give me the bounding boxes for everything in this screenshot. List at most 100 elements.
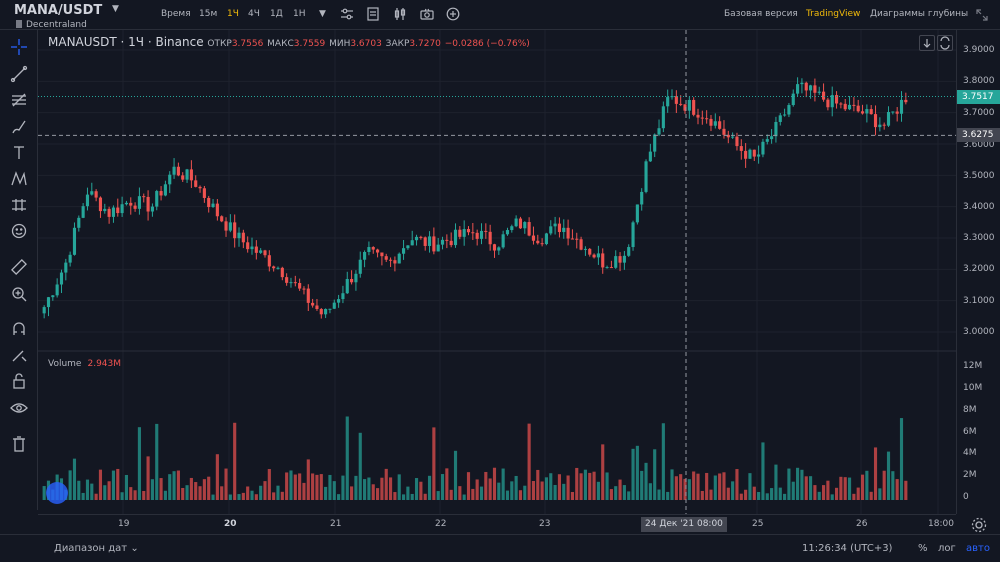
timeframe-more-icon[interactable]: ▼	[319, 9, 326, 19]
indicators-icon[interactable]	[366, 7, 380, 21]
symbol-dropdown-icon[interactable]: ▼	[112, 4, 119, 14]
volume-bar	[228, 494, 232, 500]
trash-icon[interactable]	[10, 435, 28, 453]
candle-body	[804, 82, 808, 91]
refresh-icon[interactable]	[937, 35, 953, 51]
timeframe-1d[interactable]: 1Д	[270, 9, 283, 19]
candle-body	[860, 111, 865, 114]
percent-scale-toggle[interactable]: %	[918, 543, 928, 554]
timeframe-15m[interactable]: 15м	[199, 9, 218, 19]
volume-bar	[748, 473, 752, 500]
timeframe-1h[interactable]: 1Ч	[227, 9, 239, 19]
zoom-in-icon[interactable]	[10, 285, 28, 303]
low-label: МИН	[329, 39, 351, 49]
volume-bar	[588, 472, 592, 500]
candle-body	[856, 105, 860, 112]
add-icon[interactable]	[446, 7, 460, 21]
volume-bar	[224, 468, 228, 500]
scroll-down-icon[interactable]	[919, 35, 935, 51]
volume-bar	[289, 470, 293, 500]
depth-chart-link[interactable]: Диаграммы глубины	[870, 9, 969, 19]
candle-body	[111, 207, 116, 217]
time-axis[interactable]: 19 20 21 22 23 25 26 18:00 24 Дек '21 08…	[38, 514, 956, 534]
volume-bar	[830, 494, 834, 500]
candle-body	[899, 99, 904, 114]
candle-body	[220, 216, 224, 222]
volume-bar	[614, 486, 618, 500]
volume-bar	[527, 423, 531, 500]
candle-body	[583, 248, 587, 250]
volume-bar	[384, 468, 388, 500]
volume-bar	[94, 493, 98, 500]
log-scale-toggle[interactable]: лог	[938, 543, 956, 554]
candle-body	[315, 305, 319, 310]
eye-icon[interactable]	[10, 399, 28, 417]
volume-bar	[393, 492, 397, 500]
volume-bar	[873, 447, 878, 500]
pattern-icon[interactable]	[10, 170, 28, 188]
fib-retracement-icon[interactable]	[10, 91, 28, 109]
fullscreen-icon[interactable]	[975, 8, 989, 22]
time-tick: 26	[856, 519, 868, 529]
volume-bar	[700, 490, 704, 500]
date-range-button[interactable]: Диапазон дат ⌄	[54, 543, 139, 554]
volume-bar	[198, 486, 202, 500]
settings-sliders-icon[interactable]	[340, 7, 354, 21]
timeframe-1w[interactable]: 1Н	[293, 9, 306, 19]
volume-bar	[899, 418, 904, 500]
time-tick: 25	[752, 519, 764, 529]
candle-type-icon[interactable]	[393, 7, 407, 21]
candle-body	[311, 302, 315, 306]
ruler-icon[interactable]	[10, 258, 28, 276]
volume-bar	[761, 442, 765, 500]
symbol-name[interactable]: MANA/USDT	[14, 3, 103, 18]
candle-body	[302, 288, 306, 290]
candle-body	[246, 242, 250, 250]
high-label: МАКС	[267, 39, 294, 49]
volume-bar	[605, 472, 609, 500]
camera-icon[interactable]	[420, 7, 434, 21]
prediction-icon[interactable]	[10, 196, 28, 214]
text-tool-icon[interactable]	[10, 144, 28, 162]
auto-scale-toggle[interactable]: авто	[966, 543, 990, 554]
volume-bar	[696, 473, 700, 500]
lock-drawing-icon[interactable]	[10, 346, 28, 364]
candlestick-plot[interactable]	[38, 30, 956, 514]
timeframe-4h[interactable]: 4Ч	[248, 9, 260, 19]
volume-bar	[107, 481, 111, 500]
candle-body	[384, 256, 388, 260]
time-tick: 23	[539, 519, 551, 529]
volume-bar	[566, 475, 570, 500]
candle-body	[869, 109, 873, 115]
candle-body	[510, 226, 514, 231]
crosshair-icon[interactable]	[10, 38, 28, 56]
smiley-icon[interactable]	[10, 222, 28, 240]
axis-settings-icon[interactable]	[970, 516, 987, 533]
candle-body	[843, 103, 847, 110]
candle-body	[726, 134, 730, 138]
candle-body	[873, 114, 878, 128]
timeframe-time[interactable]: Время	[161, 9, 191, 19]
volume-bar	[440, 474, 445, 500]
magnet-icon[interactable]	[10, 320, 28, 338]
volume-bar	[822, 485, 826, 500]
volume-bar	[557, 474, 561, 500]
lock-icon[interactable]	[10, 372, 28, 390]
candle-body	[228, 222, 232, 231]
price-chart[interactable]	[38, 30, 956, 514]
volume-bar	[640, 470, 644, 500]
volume-bar	[98, 469, 103, 500]
volume-tick: 4M	[963, 448, 977, 458]
tradingview-link[interactable]: TradingView	[806, 9, 861, 19]
candle-body	[735, 136, 739, 147]
price-axis[interactable]: 3.9000 3.8000 3.7000 3.6000 3.5000 3.400…	[956, 30, 1000, 514]
volume-bar	[68, 470, 72, 500]
candle-body	[575, 238, 579, 240]
basic-version-link[interactable]: Базовая версия	[724, 9, 798, 19]
trend-line-icon[interactable]	[10, 65, 28, 83]
volume-bar	[683, 478, 687, 500]
candle-body	[657, 128, 661, 135]
candle-body	[839, 103, 843, 105]
open-label: ОТКР	[207, 39, 232, 49]
brush-icon[interactable]	[10, 118, 28, 136]
